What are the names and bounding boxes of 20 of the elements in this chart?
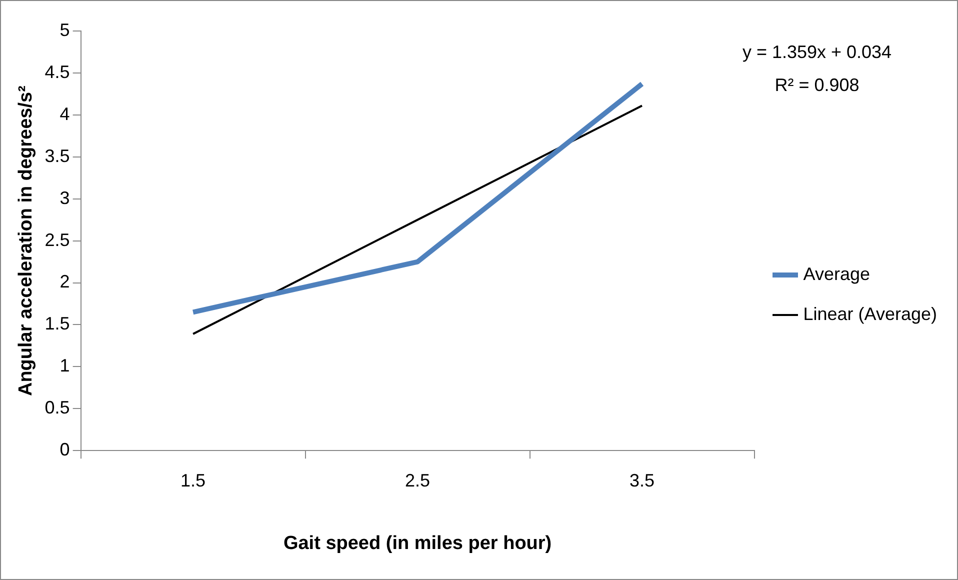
legend-label: Linear (Average) bbox=[803, 304, 938, 324]
y-tick-label: 1 bbox=[60, 356, 70, 376]
x-tick-label: 2.5 bbox=[405, 470, 430, 490]
text: R² = 0.908 bbox=[774, 74, 860, 95]
x-axis-title: Gait speed (in miles per hour) bbox=[283, 532, 552, 554]
legend-label: Average bbox=[803, 264, 870, 284]
y-tick-label: 2 bbox=[60, 272, 70, 292]
x-tick-label: 1.5 bbox=[180, 470, 206, 490]
y-tick-label: 3.5 bbox=[44, 146, 70, 166]
y-axis-title: Angular acceleration in degrees/s² bbox=[16, 86, 37, 396]
y-tick-label: 0.5 bbox=[44, 398, 70, 418]
y-tick-label: 4.5 bbox=[44, 62, 70, 82]
y-tick-label: 0 bbox=[60, 440, 70, 460]
y-tick-label: 4 bbox=[60, 104, 70, 124]
x-tick-label: 3.5 bbox=[630, 470, 655, 490]
y-tick-label: 2.5 bbox=[44, 230, 70, 250]
y-tick-label: 3 bbox=[60, 188, 70, 208]
y-tick-label: 5 bbox=[60, 20, 70, 40]
y-tick-label: 1.5 bbox=[44, 314, 70, 334]
annotation: y = 1.359x + 0.034 bbox=[742, 42, 892, 62]
